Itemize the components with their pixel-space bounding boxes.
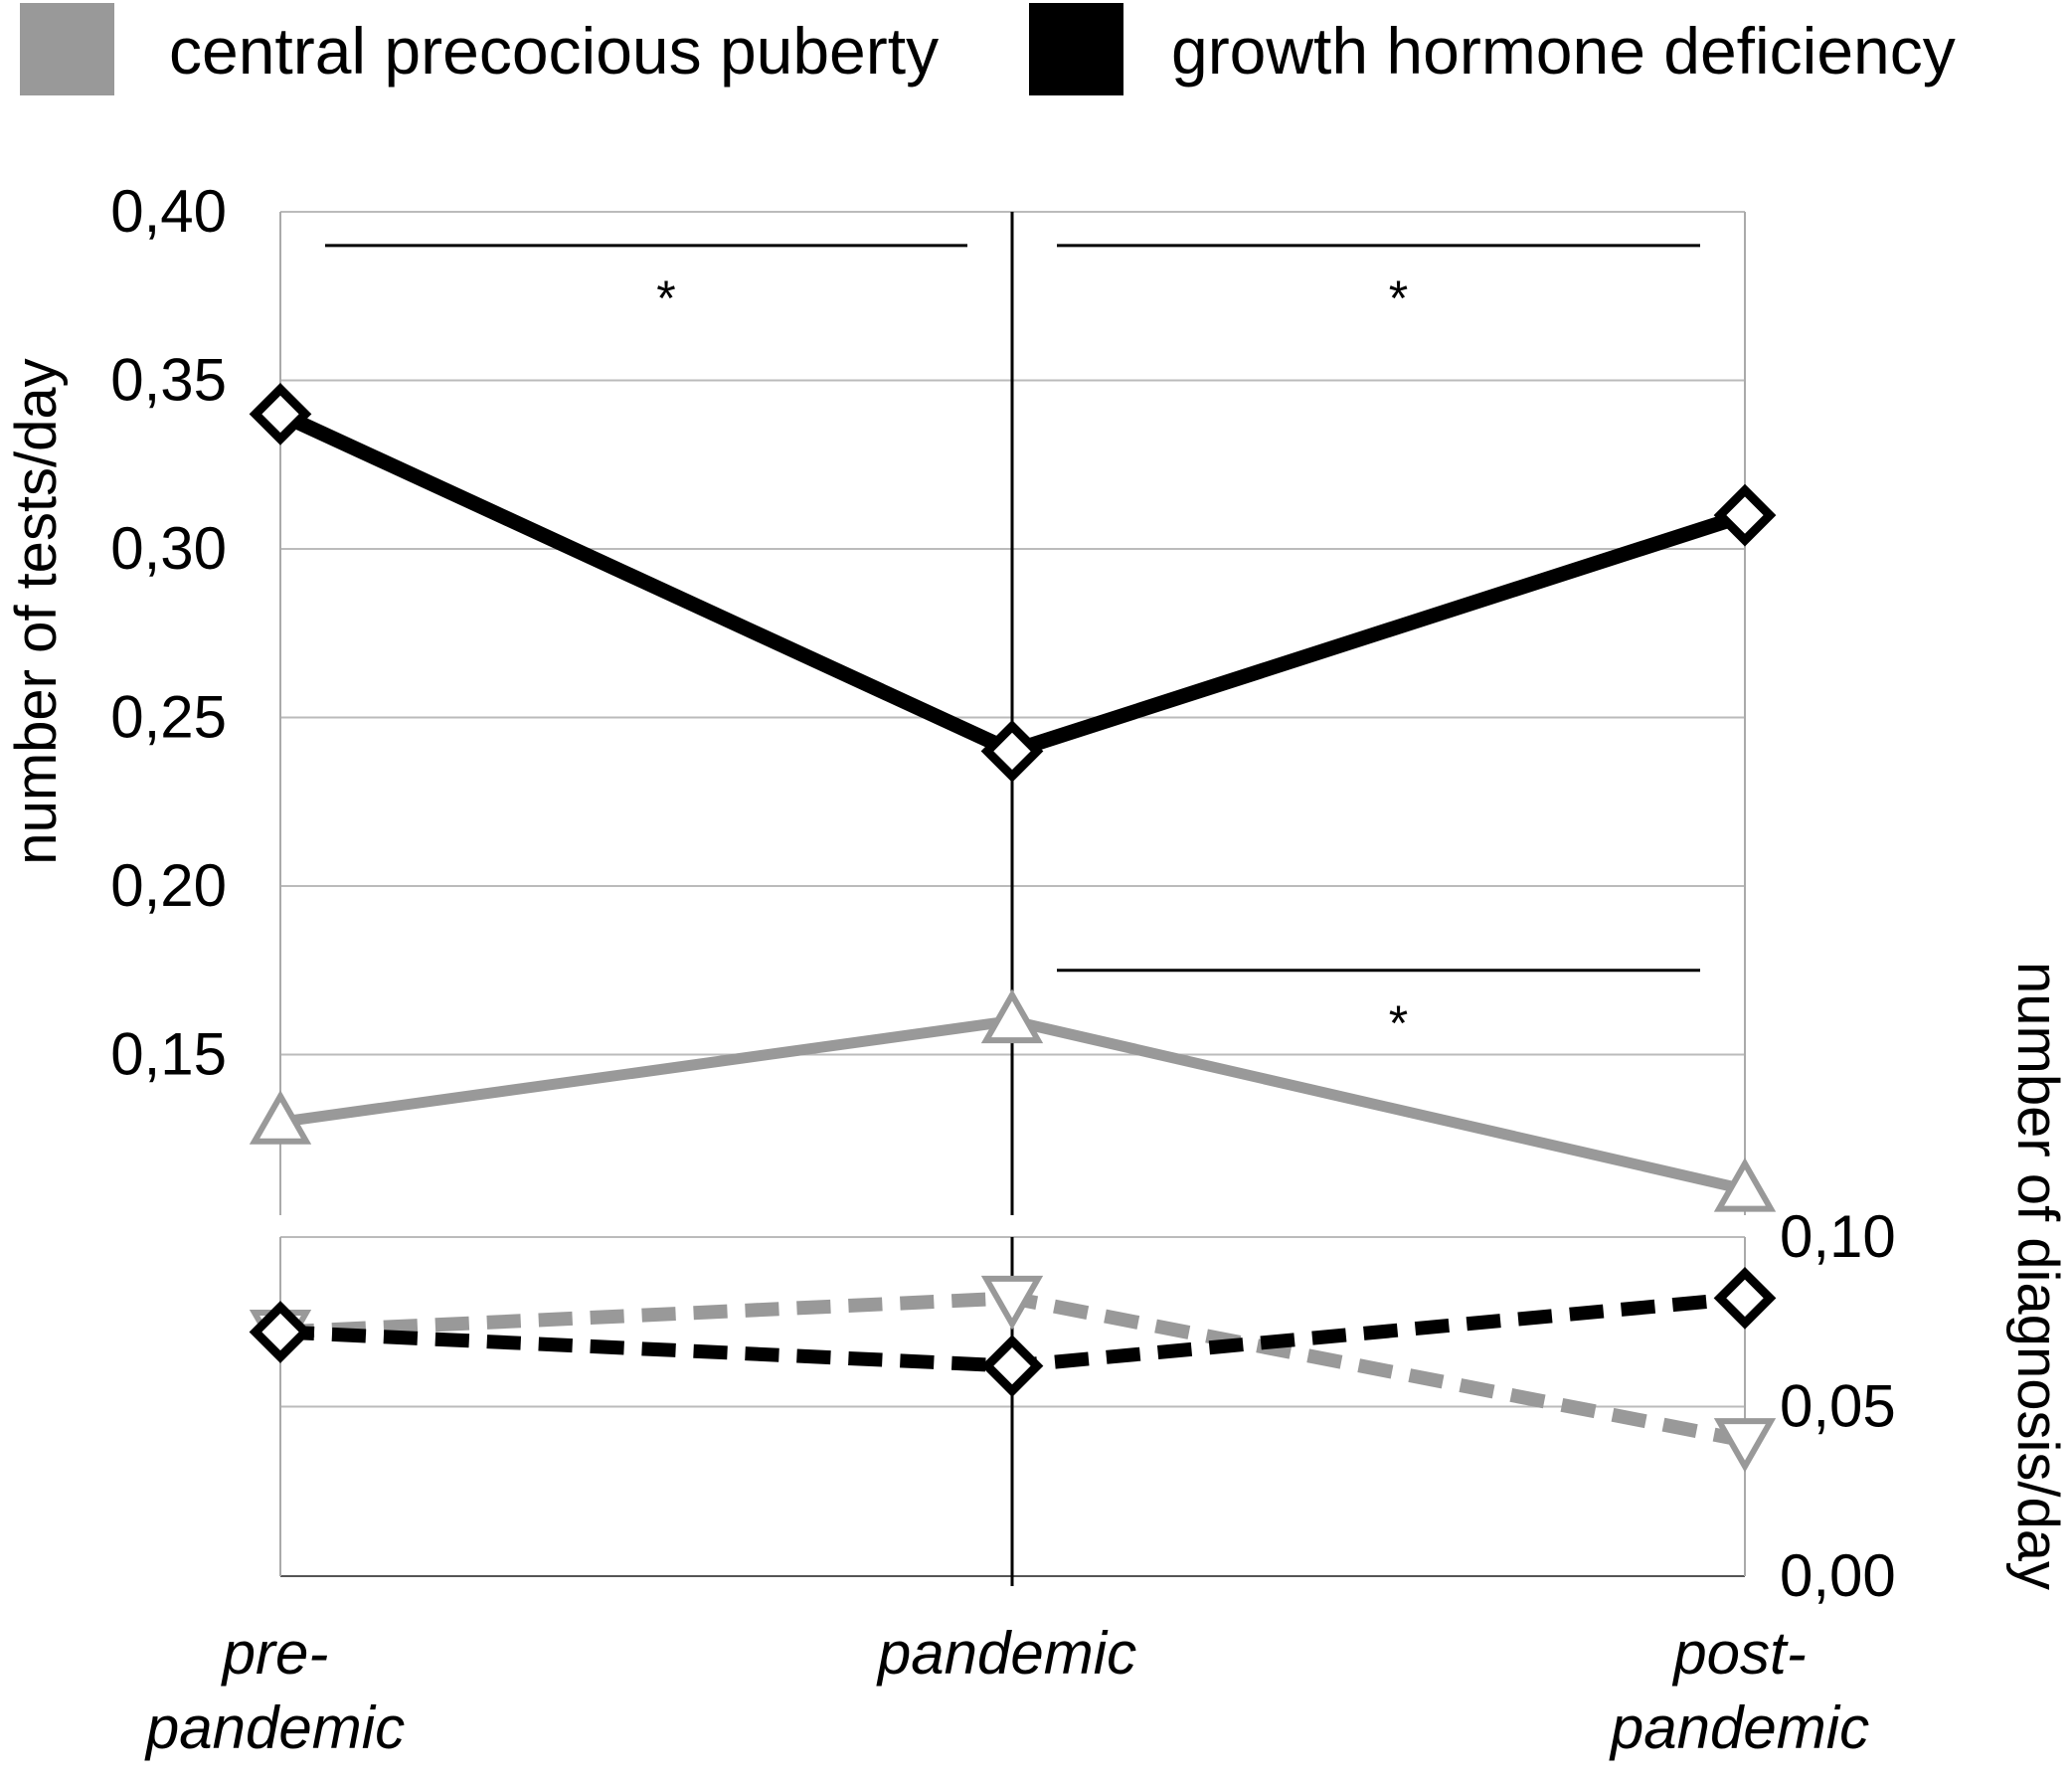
y-tick-tests-3: 0,25: [110, 684, 227, 751]
y-tick-tests-2: 0,30: [110, 515, 227, 582]
y-axis-tests-ticks: 0,40 0,35 0,30 0,25 0,20 0,15: [110, 178, 227, 1088]
plot-frame: [279, 212, 1746, 1586]
series-0-point-1: [980, 720, 1044, 783]
x-axis-categories: pre-pandemic pandemic post-pandemic: [144, 1620, 1869, 1761]
series-0: [249, 383, 1777, 783]
significance-star-0: *: [656, 270, 675, 326]
series-1-point-0: [249, 1090, 312, 1145]
series-1-point-1: [980, 988, 1044, 1044]
series-2-point-2: [1713, 1418, 1777, 1473]
y-tick-tests-4: 0,20: [110, 852, 227, 919]
series-1-point-2: [1713, 1158, 1777, 1212]
y-tick-diagnosis-0: 0,10: [1780, 1203, 1896, 1270]
y-axis-diagnosis-ticks: 0,10 0,05 0,00: [1780, 1203, 1896, 1609]
significance-star-1: *: [1389, 270, 1408, 326]
legend: central precocious puberty growth hormon…: [20, 3, 1956, 95]
y-tick-diagnosis-1: 0,05: [1780, 1373, 1896, 1440]
series-3-point-0: [249, 1301, 312, 1363]
data-series: [249, 383, 1777, 1473]
series-1: [249, 988, 1777, 1212]
significance-brackets: * * *: [325, 244, 1700, 1051]
series-3-point-1: [980, 1335, 1044, 1397]
y-tick-diagnosis-2: 0,00: [1780, 1542, 1896, 1609]
x-category-2-line-0: post-: [1671, 1620, 1806, 1687]
series-3-point-2: [1713, 1267, 1777, 1330]
series-0-point-2: [1713, 483, 1777, 547]
x-category-0-line-1: pandemic: [144, 1694, 405, 1761]
legend-swatch-cpp: [20, 3, 114, 95]
series-2-point-1: [980, 1275, 1044, 1331]
legend-swatch-ghd: [1029, 3, 1123, 95]
significance-star-2: *: [1389, 995, 1408, 1051]
legend-label-cpp: central precocious puberty: [169, 14, 939, 88]
series-0-point-0: [249, 383, 312, 446]
y-tick-tests-5: 0,15: [110, 1021, 227, 1088]
x-category-2-line-1: pandemic: [1609, 1694, 1869, 1761]
y-tick-tests-0: 0,40: [110, 178, 227, 245]
y-axis-tests-label: number of tests/day: [4, 358, 69, 864]
x-category-1-line-0: pandemic: [876, 1620, 1136, 1687]
series-3: [249, 1267, 1777, 1397]
x-category-0-line-0: pre-: [221, 1620, 329, 1687]
y-axis-diagnosis-label: number of diagnosis/day: [2005, 962, 2070, 1590]
y-tick-tests-1: 0,35: [110, 347, 227, 414]
legend-label-ghd: growth hormone deficiency: [1171, 14, 1956, 88]
